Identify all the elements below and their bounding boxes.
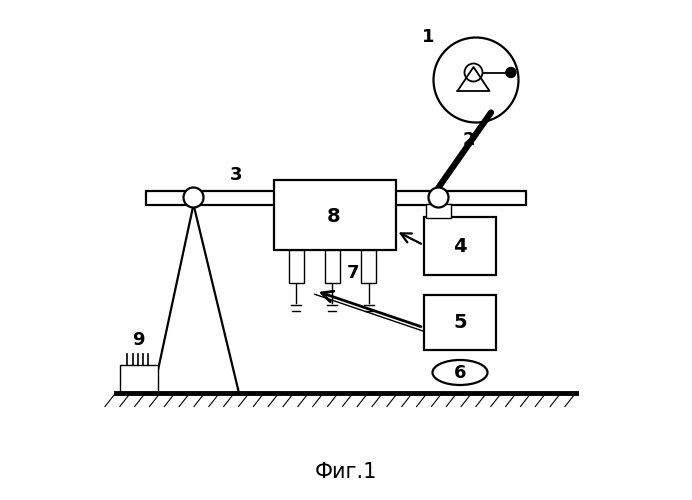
Circle shape [428, 188, 448, 208]
Text: 5: 5 [453, 313, 467, 332]
Bar [273, 180, 396, 250]
Bar [146, 190, 526, 204]
Text: 9: 9 [132, 331, 145, 349]
Text: 2: 2 [462, 131, 475, 149]
Text: 1: 1 [422, 28, 435, 46]
Text: 4: 4 [453, 236, 467, 256]
Text: Фиг.1: Фиг.1 [315, 462, 377, 482]
Bar [325, 250, 340, 282]
Bar [424, 295, 496, 350]
Bar [120, 365, 158, 392]
Circle shape [464, 64, 482, 82]
Text: 7: 7 [347, 264, 360, 281]
Text: 3: 3 [230, 166, 242, 184]
Text: 6: 6 [454, 364, 466, 382]
Bar [424, 218, 496, 275]
Text: 8: 8 [327, 206, 340, 226]
Circle shape [506, 68, 516, 78]
Bar [426, 204, 451, 218]
Bar [289, 250, 304, 282]
Bar [361, 250, 376, 282]
Circle shape [183, 188, 203, 208]
